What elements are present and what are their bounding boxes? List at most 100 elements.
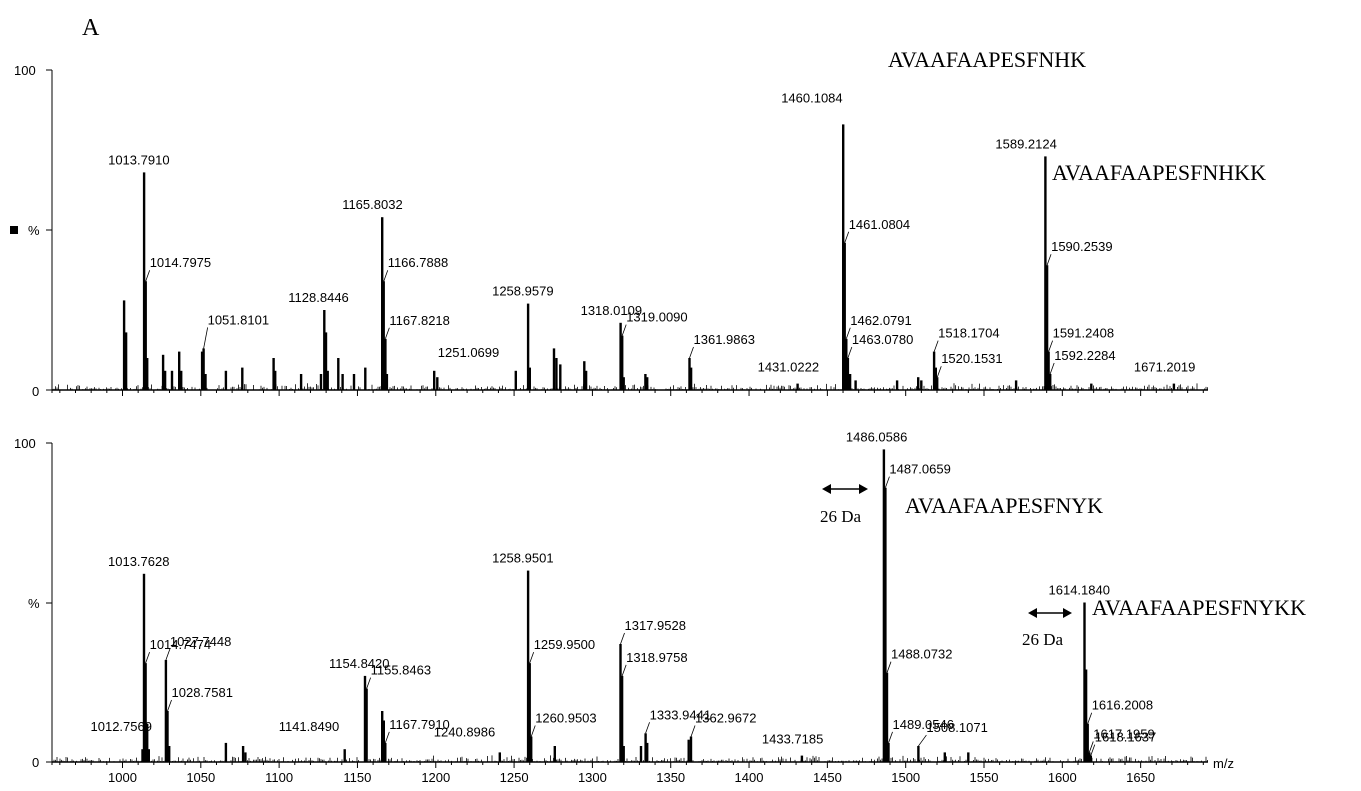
bottom-peak-leader <box>384 731 390 743</box>
top-peak-label: 1014.7975 <box>150 255 211 270</box>
bottom-peak-label: 1141.8490 <box>279 719 340 734</box>
top-peak <box>689 367 693 390</box>
top-peak <box>323 310 326 390</box>
bottom-peak-leader <box>645 722 650 734</box>
bottom-peak-label: 1260.9503 <box>535 711 596 726</box>
top-peak-leader <box>689 346 694 359</box>
top-peak <box>124 332 128 390</box>
bottom-peak-label: 1259.9500 <box>534 637 595 652</box>
top-peak <box>621 335 624 390</box>
peptide-label-AVAAFAAPESFNHKK: AVAAFAAPESFNHKK <box>1052 160 1266 185</box>
mass-shift-label-1: 26 Da <box>820 507 862 526</box>
bottom-peak <box>882 449 886 762</box>
top-peak-label: 1258.9579 <box>492 284 553 299</box>
bottom-peak <box>1084 669 1088 762</box>
top-peak-label: 1518.1704 <box>938 326 999 341</box>
x-tick-label: 1600 <box>1048 770 1077 785</box>
x-tick-label: 1650 <box>1126 770 1155 785</box>
peptide-label-AVAAFAAPESFNYK: AVAAFAAPESFNYK <box>905 493 1103 518</box>
top-peaks <box>122 124 1176 391</box>
top-peak-label: 1251.0699 <box>438 345 499 360</box>
bottom-peak-leader <box>690 725 696 737</box>
x-tick-label: 1350 <box>656 770 685 785</box>
bottom-peak-leader <box>366 677 371 689</box>
mass-shift-arrow-2 <box>1028 608 1072 618</box>
bottom-peak <box>224 742 228 762</box>
top-peak <box>688 358 691 390</box>
bottom-peak <box>526 570 530 762</box>
top-peak <box>845 338 848 390</box>
top-peak-leader <box>936 366 942 378</box>
top-peak-label: 1520.1531 <box>941 351 1002 366</box>
bottom-peak <box>382 720 385 762</box>
bottom-peak-label: 1333.9441 <box>650 707 711 722</box>
top-peak-label: 1463.0780 <box>852 332 913 347</box>
top-peak <box>644 374 647 390</box>
top-peak <box>163 370 167 390</box>
top-peak <box>142 172 146 390</box>
bottom-peak-label: 1317.9528 <box>625 618 686 633</box>
mass-shift-label-2: 26 Da <box>1022 630 1064 649</box>
top-peak-leader <box>1046 254 1052 266</box>
bottom-peak <box>144 663 147 762</box>
bottom-peak-label: 1614.1840 <box>1049 583 1110 598</box>
bottom-peak <box>639 746 643 762</box>
top-peak <box>204 374 207 390</box>
bottom-peak-leader <box>1088 741 1094 753</box>
bottom-peak-label: 1155.8463 <box>371 663 432 678</box>
top-peak <box>917 377 920 390</box>
bottom-peak-label: 1616.2008 <box>1092 698 1153 713</box>
top-peak <box>180 370 183 390</box>
bottom-y-tick-label-0: 0 <box>32 755 39 770</box>
top-marker-icon <box>10 226 18 234</box>
bottom-x-tick-labels: 1000 1050 1100 1150 1200 1250 1300 1350 1400 1450… <box>108 770 1155 785</box>
peptide-label-AVAAFAAPESFNHK: AVAAFAAPESFNHK <box>888 47 1086 72</box>
bottom-peak-label: 1014.7474 <box>150 637 211 652</box>
top-peak <box>842 124 845 391</box>
bottom-peak-label: 1028.7581 <box>172 685 233 700</box>
top-peak <box>170 370 174 390</box>
top-peak <box>583 361 586 390</box>
bottom-peak <box>241 746 245 762</box>
top-peak <box>326 370 329 390</box>
bottom-peak-leader <box>886 661 892 673</box>
bottom-peak <box>141 749 144 762</box>
bottom-peak-leader <box>1090 744 1096 756</box>
top-peak <box>384 338 387 390</box>
bottom-peak-label: 1488.0732 <box>891 647 952 662</box>
bottom-peak-leader <box>621 664 627 677</box>
bottom-peak-label: 1318.9758 <box>626 650 687 665</box>
top-peak <box>528 367 531 390</box>
top-peak <box>934 367 937 390</box>
top-peak-leader <box>845 327 851 339</box>
top-peak <box>622 377 625 390</box>
top-peak <box>381 217 384 390</box>
top-peak-leader <box>844 231 850 243</box>
bottom-peak <box>164 659 168 762</box>
top-peak <box>1045 265 1049 390</box>
bottom-peak-leader <box>888 731 893 743</box>
bottom-peak-label: 1240.8986 <box>434 724 495 739</box>
bottom-peak-label: 1508.1071 <box>926 720 987 735</box>
bottom-peak <box>381 711 384 762</box>
top-peak <box>552 348 556 390</box>
top-peak <box>433 370 436 390</box>
bottom-peak-label: 1258.9501 <box>492 551 553 566</box>
top-peak-label: 1013.7910 <box>108 152 169 167</box>
bottom-peak <box>967 752 970 762</box>
top-peak <box>843 242 846 390</box>
top-peak <box>1044 156 1047 390</box>
bottom-peak <box>343 749 346 762</box>
bottom-peak <box>1089 755 1092 762</box>
top-peak-label: 1361.9863 <box>694 332 755 347</box>
x-tick-label: 1500 <box>891 770 920 785</box>
top-peak <box>202 348 205 390</box>
bottom-spectrum-panel: 100 % 0 1000 1050 1100 1150 1200 1250 1300 1350… <box>14 429 1306 785</box>
peptide-label-AVAAFAAPESFNYKK: AVAAFAAPESFNYKK <box>1092 595 1306 620</box>
bottom-peak-leader <box>885 476 890 488</box>
top-peak-leader <box>145 270 151 282</box>
mass-shift-arrow-1 <box>822 484 868 494</box>
bottom-peak <box>168 746 171 762</box>
top-peak-leader <box>383 270 389 282</box>
